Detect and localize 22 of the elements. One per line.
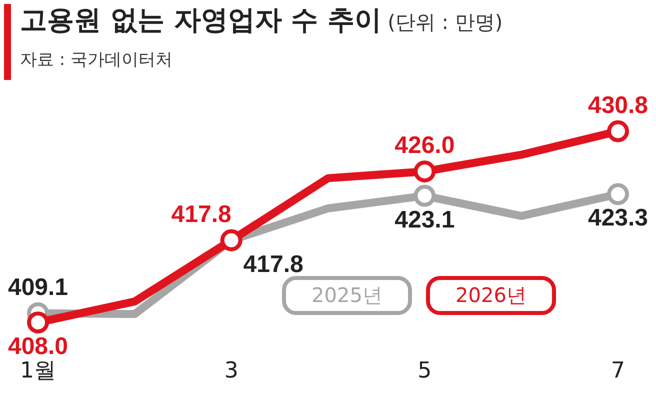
x-tick-label: 1월 <box>20 358 56 384</box>
data-label: 408.0 <box>8 333 68 360</box>
point <box>414 184 436 207</box>
point <box>27 311 49 334</box>
data-label: 426.0 <box>394 132 455 160</box>
data-label: 409.1 <box>8 274 68 301</box>
point <box>414 160 436 182</box>
point <box>607 120 629 142</box>
data-label: 430.8 <box>588 92 648 119</box>
point <box>607 183 629 206</box>
x-tick-label: 7 <box>611 358 625 384</box>
chart-subtitle: (단위 : 만명) <box>388 10 503 34</box>
data-label: 417.8 <box>243 250 304 278</box>
text: 자료 : 국가데이터처 <box>20 49 173 71</box>
x-tick-label: 3 <box>224 358 238 384</box>
text: 2025년 <box>282 276 412 315</box>
data-label: 423.3 <box>588 204 648 232</box>
text: 2026년 <box>426 276 556 315</box>
chart-title: 고용원 없는 자영업자 수 추이 <box>20 5 382 36</box>
data-label: 423.1 <box>394 206 455 234</box>
data-label: 417.8 <box>171 200 232 228</box>
x-tick-label: 5 <box>418 358 432 384</box>
